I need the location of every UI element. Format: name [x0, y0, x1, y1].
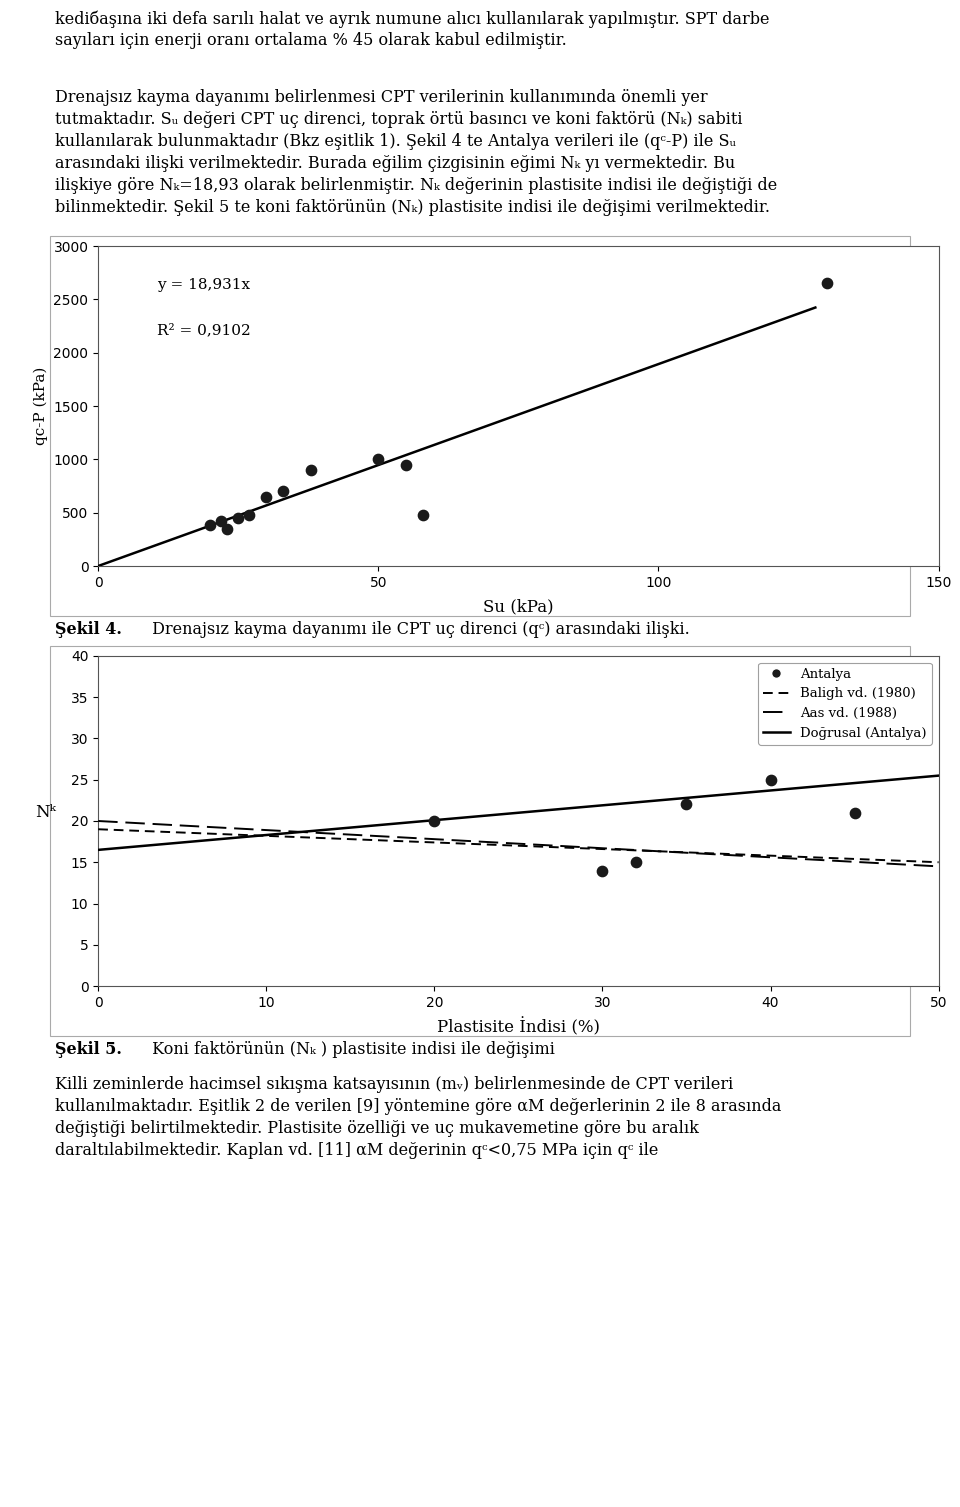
Text: Şekil 5.: Şekil 5.: [55, 1041, 122, 1058]
Point: [595, 859, 611, 883]
Point: [230, 506, 246, 530]
Point: [679, 793, 694, 817]
Point: [220, 517, 235, 541]
Legend: Antalya, Baligh vd. (1980), Aas vd. (1988), Doğrusal (Antalya): Antalya, Baligh vd. (1980), Aas vd. (198…: [758, 663, 932, 744]
X-axis label: Plastisite İndisi (%): Plastisite İndisi (%): [437, 1019, 600, 1037]
Point: [303, 458, 319, 482]
Point: [371, 448, 386, 472]
Text: y = 18,931x: y = 18,931x: [157, 277, 251, 292]
Point: [763, 767, 779, 791]
Text: Şekil 4.: Şekil 4.: [55, 621, 122, 637]
Text: kullanılmaktadır. Eşitlik 2 de verilen [9] yöntemine göre αM değerlerinin 2 ile : kullanılmaktadır. Eşitlik 2 de verilen […: [55, 1099, 781, 1115]
Point: [214, 509, 229, 533]
Text: ilişkiye göre Nₖ=18,93 olarak belirlenmiştir. Nₖ değerinin plastisite indisi ile: ilişkiye göre Nₖ=18,93 olarak belirlenmi…: [55, 176, 778, 194]
Point: [629, 850, 644, 874]
Text: değiştiği belirtilmektedir. Plastisite özelliği ve uç mukavemetine göre bu aralı: değiştiği belirtilmektedir. Plastisite ö…: [55, 1120, 699, 1136]
Text: Drenajsız kayma dayanımı ile CPT uç direnci (qᶜ) arasındaki ilişki.: Drenajsız kayma dayanımı ile CPT uç dire…: [147, 621, 690, 637]
Text: arasındaki ilişki verilmektedir. Burada eğilim çizgisinin eğimi Nₖ yı vermektedi: arasındaki ilişki verilmektedir. Burada …: [55, 155, 735, 172]
Text: Drenajsız kayma dayanımı belirlenmesi CPT verilerinin kullanımında önemli yer: Drenajsız kayma dayanımı belirlenmesi CP…: [55, 89, 708, 105]
Text: daraltılabilmektedir. Kaplan vd. [11] αM değerinin qᶜ<0,75 MPa için qᶜ ile: daraltılabilmektedir. Kaplan vd. [11] αM…: [55, 1142, 659, 1159]
Text: kullanılarak bulunmaktadır (Bkz eşitlik 1). Şekil 4 te Antalya verileri ile (qᶜ-: kullanılarak bulunmaktadır (Bkz eşitlik …: [55, 133, 736, 151]
Point: [819, 271, 834, 295]
Text: sayıları için enerji oranı ortalama % 45 olarak kabul edilmiştir.: sayıları için enerji oranı ortalama % 45…: [55, 32, 566, 50]
Text: tutmaktadır. Sᵤ değeri CPT uç direnci, toprak örtü basıncı ve koni faktörü (Nₖ) : tutmaktadır. Sᵤ değeri CPT uç direnci, t…: [55, 112, 742, 128]
Text: bilinmektedir. Şekil 5 te koni faktörünün (Nₖ) plastisite indisi ile değişimi ve: bilinmektedir. Şekil 5 te koni faktörünü…: [55, 199, 770, 216]
Point: [847, 800, 862, 824]
Point: [426, 809, 442, 833]
Text: Koni faktörünün (Nₖ ) plastisite indisi ile değişimi: Koni faktörünün (Nₖ ) plastisite indisi …: [147, 1041, 555, 1058]
Text: kediбаşına iki defa sarılı halat ve ayrık numune alıcı kullanılarak yapılmıştır.: kediбаşına iki defa sarılı halat ve ayrı…: [55, 11, 770, 27]
X-axis label: Su (kPa): Su (kPa): [483, 598, 554, 615]
Point: [258, 485, 274, 509]
Point: [398, 452, 414, 476]
Y-axis label: Nᵏ: Nᵏ: [36, 805, 57, 821]
Point: [416, 503, 431, 527]
Point: [276, 479, 291, 503]
Text: R² = 0,9102: R² = 0,9102: [157, 322, 251, 336]
Point: [203, 514, 218, 538]
Y-axis label: qc-P (kPa): qc-P (kPa): [34, 366, 48, 445]
Text: Killi zeminlerde hacimsel sıkışma katsayısının (mᵥ) belirlenmesinde de CPT veril: Killi zeminlerde hacimsel sıkışma katsay…: [55, 1076, 733, 1093]
Point: [242, 503, 257, 527]
